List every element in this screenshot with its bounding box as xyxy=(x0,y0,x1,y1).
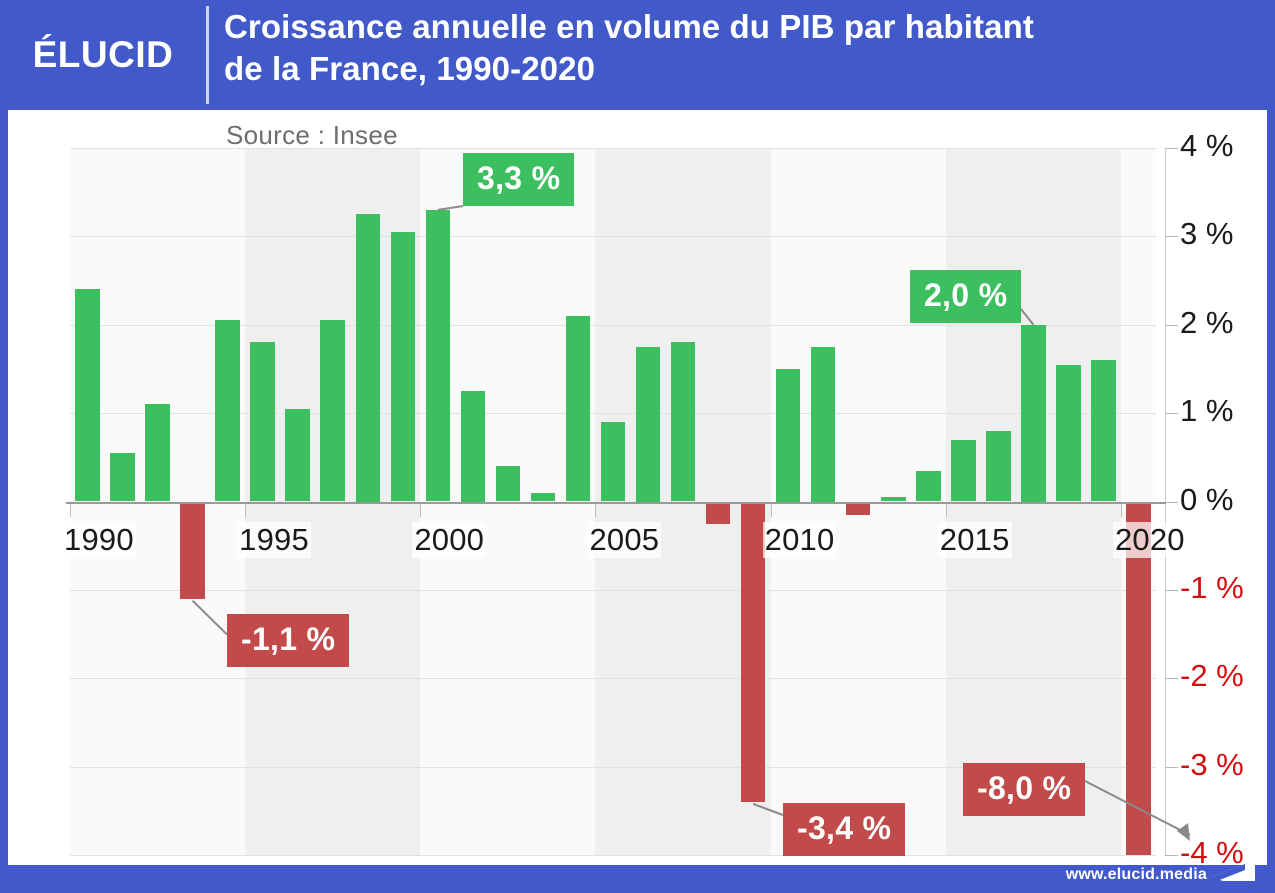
bar-1992 xyxy=(145,404,170,502)
header-divider xyxy=(206,6,209,104)
callout-2020: -8,0 % xyxy=(963,763,1086,816)
callout-2000: 3,3 % xyxy=(463,153,575,206)
x-axis-tick xyxy=(1120,503,1122,517)
y-axis-tick xyxy=(1165,766,1178,768)
bar-1999 xyxy=(390,231,416,502)
y-axis-label: -3 % xyxy=(1180,746,1244,782)
y-axis-tick xyxy=(1165,855,1178,856)
callout-leader-lines xyxy=(191,205,1191,841)
bar-2018 xyxy=(1056,364,1081,502)
bar-2015 xyxy=(951,439,976,502)
x-axis-tick xyxy=(595,503,597,517)
page-title-line-2: de la France, 1990-2020 xyxy=(224,50,596,88)
zero-axis-line xyxy=(66,501,1166,504)
callout-arrowhead xyxy=(1177,823,1190,841)
footer-bar xyxy=(0,865,1275,893)
bar-1996 xyxy=(285,408,310,502)
bar-2013 xyxy=(880,497,906,502)
page-title-line-1: Croissance annuelle en volume du PIB par… xyxy=(224,8,1034,45)
x-axis-tick xyxy=(70,503,71,517)
gridline xyxy=(70,324,1156,326)
y-axis-label: 3 % xyxy=(1180,216,1234,252)
y-axis-tick xyxy=(1165,236,1178,238)
y-axis-tick xyxy=(1165,324,1178,326)
y-axis-label: 2 % xyxy=(1180,304,1234,340)
gridline xyxy=(70,678,1156,680)
y-axis-label: -1 % xyxy=(1180,569,1244,605)
gridline xyxy=(70,148,1156,149)
elucid-logo: ÉLUCID xyxy=(0,0,206,110)
y-axis-label: 1 % xyxy=(1180,393,1234,429)
y-axis-tick xyxy=(1165,148,1178,149)
bar-2020 xyxy=(1126,501,1151,855)
gridline xyxy=(70,236,1156,238)
callout-2017: 2,0 % xyxy=(910,270,1022,323)
callout-1993: -1,1 % xyxy=(227,614,350,667)
bar-2008 xyxy=(705,501,731,524)
x-axis-label: 2015 xyxy=(937,521,1012,558)
bar-1991 xyxy=(110,452,135,502)
bar-2001 xyxy=(460,391,486,502)
y-axis-tick xyxy=(1165,501,1178,503)
bar-1998 xyxy=(355,214,381,502)
bar-1995 xyxy=(250,342,275,502)
x-axis-label: 1990 xyxy=(62,521,136,558)
bar-2019 xyxy=(1091,360,1116,502)
x-axis-label: 2020 xyxy=(1112,521,1187,558)
x-axis-label: 1995 xyxy=(237,521,311,558)
bar-2007 xyxy=(670,342,696,502)
header-bar: ÉLUCID Croissance annuelle en volume du … xyxy=(0,0,1275,110)
chart-panel: Source : Insee 4 % 3 % 2 % 1 % 0 % -1 % -2 % -3… xyxy=(8,110,1267,870)
bar-2012 xyxy=(845,501,871,515)
bar-2010 xyxy=(775,368,801,502)
bar-2002 xyxy=(495,466,521,502)
x-axis-tick xyxy=(945,503,947,517)
panel-right-edge xyxy=(1267,110,1275,865)
y-axis-tick xyxy=(1165,678,1178,680)
gridline xyxy=(70,855,1156,856)
chart-source: Source : Insee xyxy=(226,120,398,150)
bar-2017 xyxy=(1021,324,1046,502)
x-axis-tick xyxy=(420,503,422,517)
callout-2009: -3,4 % xyxy=(783,803,906,856)
x-axis-tick xyxy=(245,503,247,517)
bar-2011 xyxy=(810,346,836,502)
bar-2003 xyxy=(530,492,556,502)
y-axis-tick xyxy=(1165,589,1178,591)
y-axis-tick xyxy=(1165,413,1178,415)
y-axis-label: -4 % xyxy=(1180,835,1244,870)
bar-1993 xyxy=(180,501,205,599)
x-axis-tick xyxy=(770,503,772,517)
bar-1997 xyxy=(320,320,345,502)
page-title: Croissance annuelle en volume du PIB par… xyxy=(224,6,1254,90)
bar-2009 xyxy=(740,501,766,802)
bar-2016 xyxy=(986,430,1011,502)
gridline xyxy=(70,413,1156,415)
y-axis-label: -2 % xyxy=(1180,658,1244,694)
y-axis-label: 4 % xyxy=(1180,128,1234,163)
gridline xyxy=(70,766,1156,768)
logo-text: ÉLUCID xyxy=(32,34,174,75)
x-axis-label: 2005 xyxy=(587,521,662,558)
x-axis-label: 2000 xyxy=(412,521,487,558)
bar-1990 xyxy=(75,289,100,502)
x-axis-label: 2010 xyxy=(762,521,837,558)
bar-2005 xyxy=(600,421,626,502)
gridline xyxy=(70,589,1156,591)
watermark-text: www.elucid.media xyxy=(1065,866,1207,883)
play-arrow-icon xyxy=(1211,864,1255,881)
bar-1994 xyxy=(215,320,240,502)
bar-2006 xyxy=(635,346,661,502)
plot-area: 4 % 3 % 2 % 1 % 0 % -1 % -2 % -3 % -4 % 1990 1995 2… xyxy=(62,128,1244,870)
bar-2014 xyxy=(916,470,941,502)
bar-2004 xyxy=(565,315,591,502)
y-axis-label: 0 % xyxy=(1180,481,1234,517)
bar-2000 xyxy=(425,209,451,502)
